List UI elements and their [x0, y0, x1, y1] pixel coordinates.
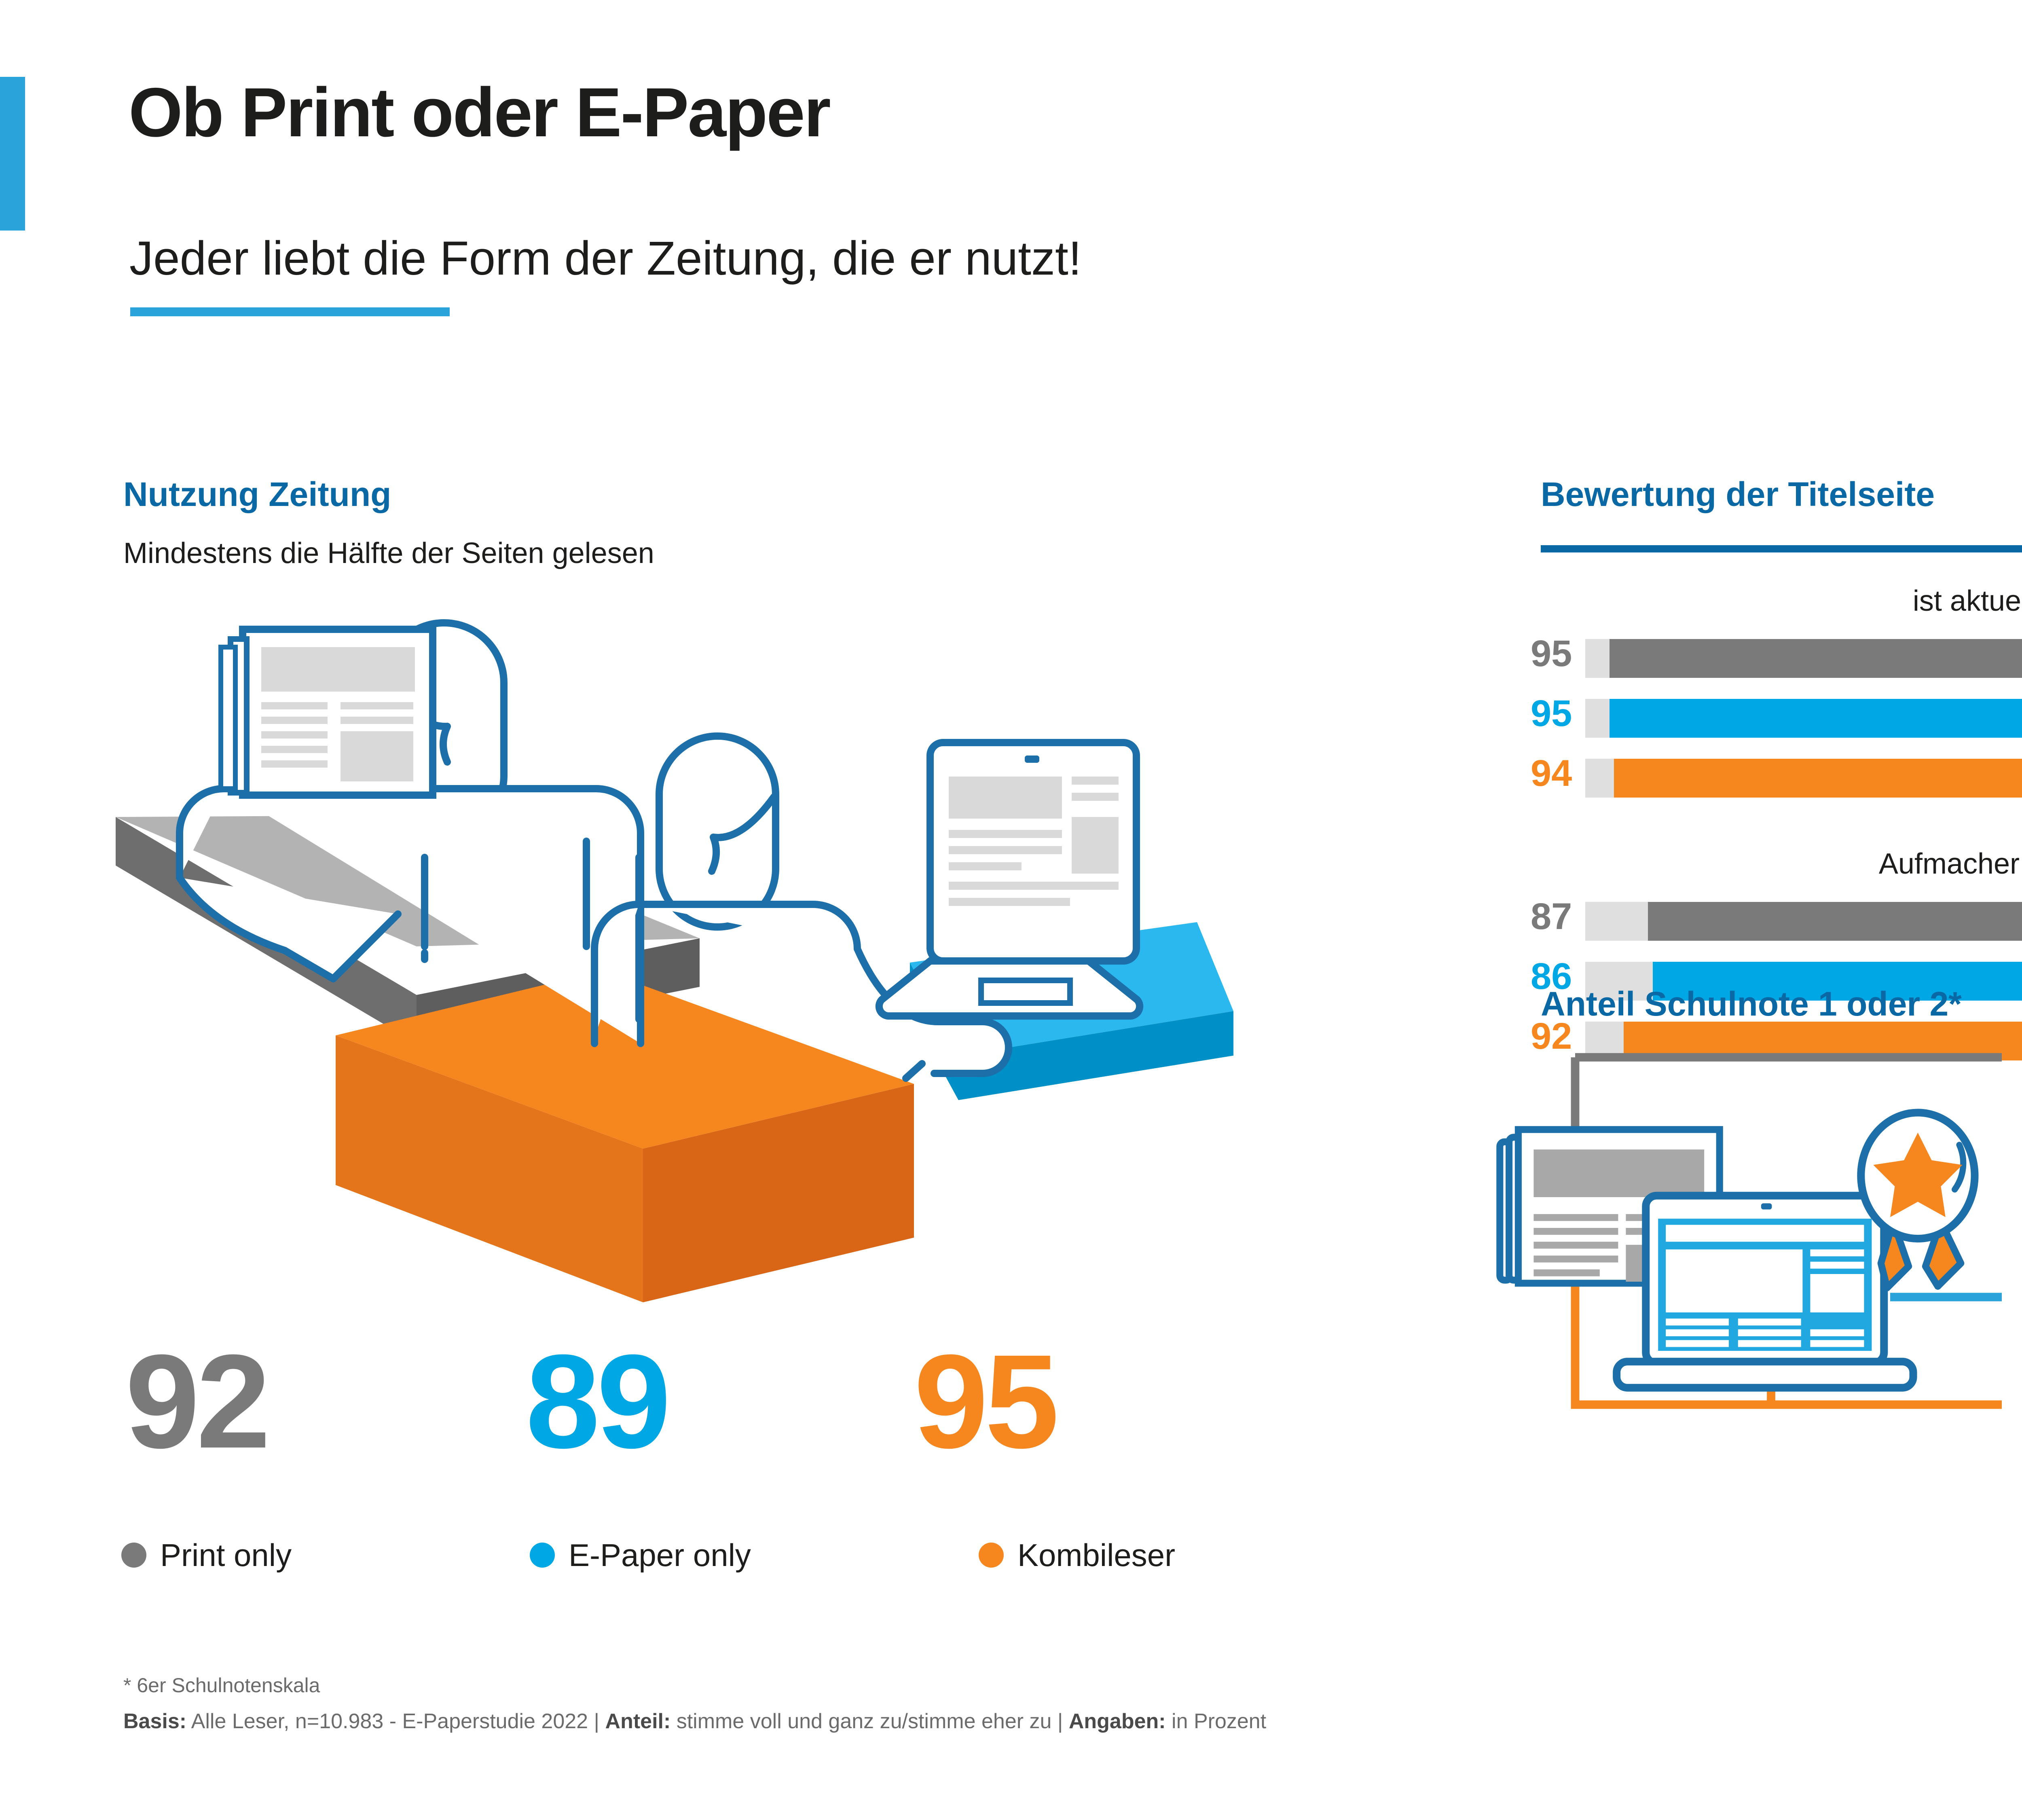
footnotes: * 6er Schulnotenskala Basis: Alle Leser,… — [123, 1670, 2022, 1737]
usage-subheading: Mindestens die Hälfte der Seiten gelesen — [123, 537, 654, 569]
platform-kombileser — [336, 971, 914, 1302]
legend-dot-kombileser — [979, 1543, 1004, 1568]
evaluation-section: Bewertung der Titelseite ist aktuell The… — [1496, 445, 2022, 1699]
bar-value-kombileser: 92 — [1531, 1016, 1572, 1057]
bar-fill-epaper — [1609, 699, 2022, 738]
bar-value-kombileser: 94 — [1531, 753, 1572, 794]
footnote-schulnotenskala: * 6er Schulnotenskala — [123, 1674, 320, 1697]
schulnote-heading: Anteil Schulnote 1 oder 2* — [1541, 985, 1962, 1023]
series-legend: Print only E-Paper only Kombileser — [121, 1537, 1294, 1577]
page-title: Ob Print oder E-Paper — [129, 74, 831, 151]
legend-label-print: Print only — [160, 1537, 292, 1573]
bar-row-aufmacher-epaper: 86 — [1531, 958, 2022, 1001]
bar-row-ist-aktuell-kombileser: 94 — [1531, 755, 2022, 798]
bar-fill-print — [1609, 639, 2022, 678]
evaluation-heading: Bewertung der Titelseite — [1541, 475, 1935, 513]
bar-value-print: 95 — [1531, 633, 1572, 674]
newspaper-laptop-award-illustration — [1496, 1053, 2002, 1409]
award-icon — [1857, 1109, 1979, 1291]
legend-label-epaper: E-Paper only — [569, 1537, 751, 1573]
subtitle-underline — [130, 307, 450, 316]
isometric-reader-platforms-illustration — [116, 619, 1233, 1302]
legend-dot-epaper — [530, 1543, 555, 1568]
header-accent-bar — [0, 77, 25, 231]
bar-value-print: 87 — [1531, 896, 1572, 937]
laptop-icon — [1613, 1191, 1917, 1392]
footnote-anteil-value: stimme voll und ganz zu/stimme eher zu | — [670, 1710, 1069, 1733]
bar-value-epaper: 95 — [1531, 693, 1572, 734]
laptop-user-figure — [591, 732, 1012, 1082]
usage-section: Nutzung Zeitung Mindestens die Hälfte de… — [0, 445, 1355, 1699]
footnote-angaben-value: in Prozent — [1165, 1710, 1267, 1733]
bar-row-aufmacher-print: 87 — [1531, 898, 2022, 941]
bar-row-ist-aktuell-epaper: 95 — [1531, 695, 2022, 738]
footnote-basis-value: Alle Leser, n=10.983 - E-Paperstudie 202… — [186, 1710, 605, 1733]
bar-group-title-aufmacher: Aufmacher gut — [1878, 848, 2022, 880]
usage-big-numbers: 92 89 95 — [117, 1335, 1250, 1505]
bar-row-ist-aktuell-print: 95 — [1531, 635, 2022, 678]
bar-fill-epaper — [1652, 962, 2022, 1001]
bar-fill-print — [1648, 902, 2022, 941]
laptop-device — [875, 739, 1144, 1020]
footnote-basis-label: Basis: — [123, 1710, 187, 1733]
page-subtitle: Jeder liebt die Form der Zeitung, die er… — [129, 232, 1082, 285]
big-number-kombileser: 95 — [914, 1327, 1059, 1476]
footnote-angaben-label: Angaben: — [1068, 1710, 1166, 1733]
footnote-basis: Basis: Alle Leser, n=10.983 - E-Paperstu… — [123, 1706, 2022, 1737]
legend-label-kombileser: Kombileser — [1017, 1537, 1176, 1573]
legend-item-print: Print only — [121, 1537, 292, 1573]
legend-item-epaper: E-Paper only — [530, 1537, 751, 1573]
usage-heading: Nutzung Zeitung — [123, 475, 391, 513]
held-newspaper — [218, 626, 436, 799]
evaluation-rule — [1541, 545, 2022, 552]
bar-group-title-ist-aktuell: ist aktuell — [1912, 585, 2022, 617]
bar-fill-kombileser — [1614, 759, 2022, 798]
footnote-anteil-label: Anteil: — [605, 1710, 671, 1733]
legend-item-kombileser: Kombileser — [979, 1537, 1175, 1573]
page-header: Ob Print oder E-Paper Jeder liebt die Fo… — [0, 0, 2022, 364]
bar-value-epaper: 86 — [1531, 956, 1572, 997]
big-number-epaper: 89 — [526, 1327, 671, 1476]
legend-dot-print — [121, 1543, 146, 1568]
big-number-print: 92 — [125, 1327, 271, 1476]
